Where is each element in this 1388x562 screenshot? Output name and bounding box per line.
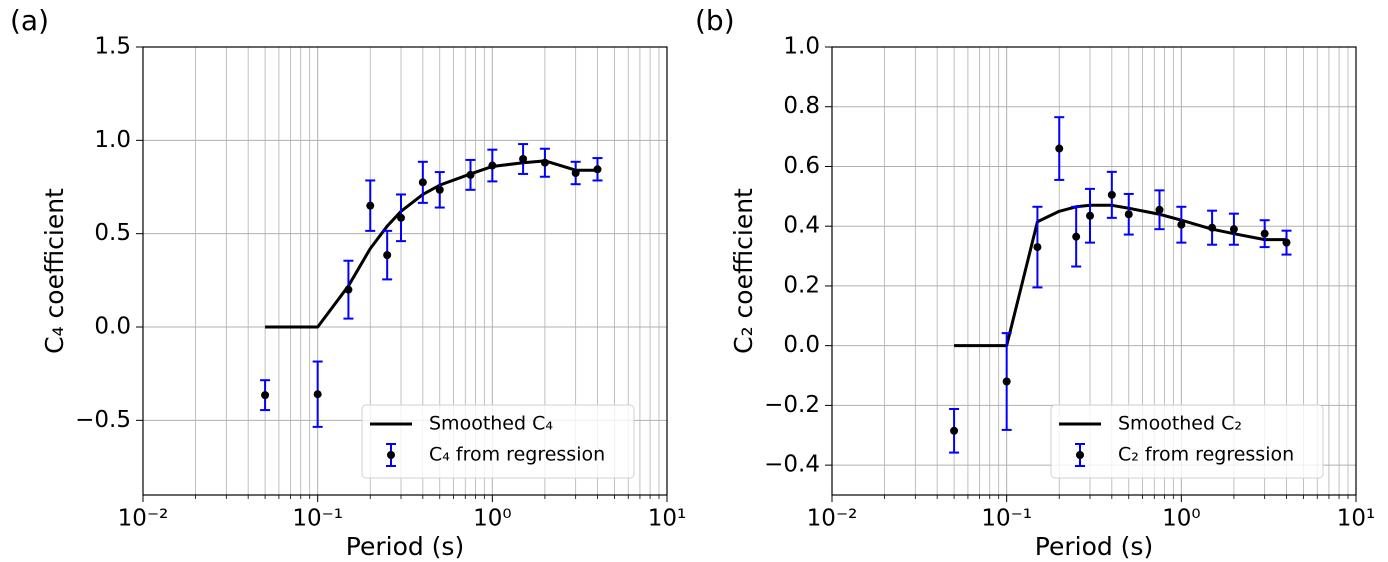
x-axis-label: Period (s)	[346, 532, 464, 561]
y-tick-label: 0.6	[783, 153, 820, 179]
data-point	[1282, 238, 1291, 247]
x-tick-label: 10⁻¹	[292, 506, 343, 532]
data-point	[571, 169, 580, 177]
data-point	[540, 158, 549, 167]
x-tick-label: 10⁻¹	[981, 506, 1032, 532]
data-point	[1107, 190, 1116, 199]
data-point	[418, 178, 427, 187]
data-point	[1229, 225, 1238, 234]
data-point	[366, 201, 375, 210]
data-point	[1124, 210, 1133, 219]
legend-label: C₄ from regression	[429, 444, 605, 466]
y-tick-label: 0.4	[783, 213, 820, 239]
x-tick-label: 10¹	[648, 506, 687, 532]
y-tick-label: 0.5	[94, 220, 131, 246]
y-tick-label: 1.0	[94, 127, 131, 153]
data-point	[1260, 229, 1269, 238]
y-tick-label: 0.0	[783, 332, 820, 358]
x-tick-label: 10⁻²	[807, 506, 858, 532]
data-point	[383, 251, 392, 260]
data-point	[593, 165, 602, 174]
y-tick-label: −0.5	[75, 407, 131, 433]
smoothed-line	[265, 159, 598, 329]
y-tick-label: 1.0	[783, 34, 820, 60]
legend-marker	[1076, 451, 1084, 459]
y-axis-label: C₂ coefficient	[729, 188, 758, 354]
panel-label: (b)	[695, 4, 735, 37]
legend-label: Smoothed C₂	[1118, 413, 1242, 435]
y-axis-label: C₄ coefficient	[40, 188, 69, 354]
data-point	[519, 155, 528, 163]
data-point	[1155, 205, 1164, 214]
y-tick-label: 0.0	[94, 314, 131, 340]
legend-marker	[387, 451, 395, 459]
data-point	[1055, 144, 1064, 153]
smoothed-line	[954, 203, 1287, 348]
y-tick-label: −0.4	[764, 452, 820, 478]
x-axis-label: Period (s)	[1035, 532, 1153, 561]
panel-label: (a)	[10, 4, 49, 37]
data-point	[1086, 211, 1095, 220]
plot-frame	[831, 46, 1357, 496]
data-point	[261, 391, 270, 400]
data-point	[950, 426, 959, 435]
legend-label: C₂ from regression	[1118, 444, 1294, 466]
data-point	[1177, 220, 1186, 229]
data-point	[344, 285, 353, 294]
legend-box	[1050, 404, 1324, 479]
y-tick-label: 0.8	[783, 93, 820, 119]
x-tick-label: 10¹	[1337, 506, 1376, 532]
x-tick-label: 10⁰	[473, 506, 512, 532]
x-tick-label: 10⁰	[1162, 506, 1201, 532]
x-tick-label: 10⁻²	[118, 506, 169, 532]
data-point	[1033, 243, 1042, 252]
data-point	[1072, 232, 1081, 241]
data-point	[466, 170, 475, 179]
data-point	[1002, 377, 1011, 386]
y-tick-label: 1.5	[94, 34, 131, 60]
plot-frame	[142, 46, 668, 496]
legend-label: Smoothed C₄	[429, 413, 553, 435]
data-point	[313, 390, 322, 399]
data-point	[1208, 223, 1217, 232]
y-tick-label: −0.2	[764, 392, 820, 418]
data-point	[397, 213, 406, 222]
data-point	[435, 185, 444, 194]
data-point	[488, 161, 497, 170]
legend-box	[361, 404, 635, 479]
y-tick-label: 0.2	[783, 272, 820, 298]
